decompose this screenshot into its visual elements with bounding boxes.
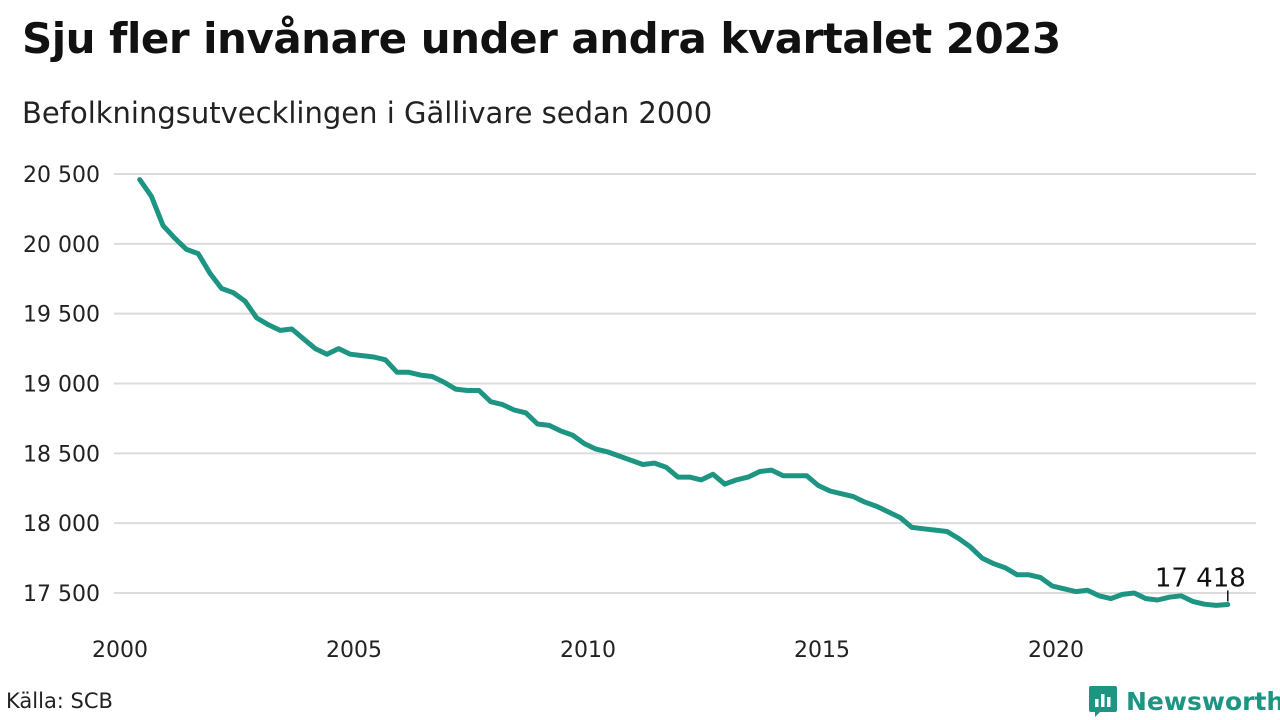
chart-subtitle: Befolkningsutvecklingen i Gällivare seda… [22, 96, 713, 130]
y-tick-label: 19 000 [23, 373, 100, 398]
chart-title: Sju fler invånare under andra kvartalet … [22, 14, 1061, 63]
y-tick-label: 20 000 [23, 233, 100, 258]
brand-logo: Newsworthy [1088, 684, 1280, 718]
annotations: 17 418 [1155, 563, 1246, 602]
y-tick-label: 18 500 [23, 442, 100, 467]
source-note: Källa: SCB [6, 689, 113, 713]
grid-lines [114, 173, 1256, 594]
end-value-label: 17 418 [1155, 563, 1246, 593]
y-tick-label: 18 000 [23, 512, 100, 537]
x-tick-label: 2000 [92, 638, 148, 663]
y-tick-label: 19 500 [23, 303, 100, 328]
x-tick-label: 2020 [1028, 638, 1084, 663]
series-line [137, 177, 1231, 608]
y-tick-label: 17 500 [23, 582, 100, 607]
x-tick-label: 2015 [794, 638, 850, 663]
x-axis-ticks: 2000 2005 2010 2015 2020 [92, 638, 1084, 663]
x-tick-label: 2010 [560, 638, 616, 663]
series-group [137, 177, 1231, 608]
brand-name: Newsworthy [1126, 686, 1280, 716]
newsworthy-logo-icon [1089, 686, 1117, 717]
x-tick-label: 2005 [326, 638, 382, 663]
y-axis-ticks: 17 500 18 000 18 500 19 000 19 500 20 000 20 5… [23, 163, 100, 607]
y-tick-label: 20 500 [23, 163, 100, 188]
